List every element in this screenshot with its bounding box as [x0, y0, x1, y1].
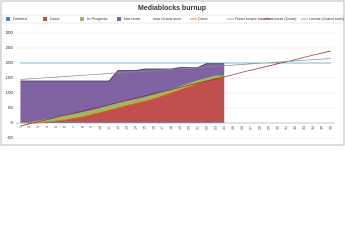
area [20, 77, 225, 123]
y-tick-label: 0 [10, 120, 13, 125]
area [20, 122, 225, 123]
x-tick-label: 31 [284, 126, 288, 130]
y-tick-label: 200 [5, 60, 13, 65]
legend-label: Not done [124, 16, 141, 21]
x-tick-label: 22 [204, 126, 208, 130]
legend-label: Grand sum [161, 16, 181, 21]
y-tick-label: 300 [5, 30, 13, 35]
legend-label: In Progress [87, 16, 107, 21]
x-tick-label: 5 [54, 126, 58, 128]
x-tick-label: 34 [311, 126, 315, 130]
legend-label: Done [50, 16, 60, 21]
x-tick-label: 32 [293, 126, 297, 130]
x-tick-label: 15 [142, 126, 146, 130]
x-tick-label: 9 [89, 126, 93, 128]
legend-label: Linear (Done) [272, 16, 297, 21]
x-tick-label: 16 [151, 126, 155, 130]
line [20, 58, 331, 80]
line [20, 50, 331, 127]
x-tick-label: 17 [160, 126, 164, 130]
legend-swatch [80, 17, 84, 21]
x-tick-label: 6 [63, 126, 67, 128]
x-tick-label: 7 [72, 126, 76, 128]
x-tick-label: 21 [196, 126, 200, 130]
x-tick-label: 13 [125, 126, 129, 130]
x-tick-label: 24 [222, 126, 226, 130]
legend-swatch [117, 17, 121, 21]
area [20, 63, 225, 123]
legend-swatch [6, 17, 10, 21]
x-tick-label: 2 [27, 126, 31, 128]
area [20, 75, 225, 123]
x-tick-label: 18 [169, 126, 173, 130]
legend-label: Fixed scope baseline [235, 16, 273, 21]
x-tick-label: 14 [134, 126, 138, 130]
x-tick-label: 8 [80, 126, 84, 128]
x-tick-label: 23 [213, 126, 217, 130]
legend-label: Deleted [13, 16, 27, 21]
x-tick-label: 20 [187, 126, 191, 130]
x-tick-label: 30 [275, 126, 279, 130]
chart-title: Mediablocks burnup [138, 5, 206, 12]
x-tick-label: 25 [231, 126, 235, 130]
x-tick-label: 3 [36, 126, 40, 128]
legend-box [2, 14, 343, 24]
x-tick-label: 27 [249, 126, 253, 130]
legend-swatch [43, 17, 47, 21]
y-tick-label: 50 [8, 105, 14, 110]
x-tick-label: 28 [258, 126, 262, 130]
y-tick-label: 150 [5, 75, 13, 80]
x-tick-label: 4 [45, 126, 49, 128]
chart: Mediablocks burnup -50 0 50 100 150 200 250 300… [0, 0, 345, 146]
x-tick-label: 36 [328, 126, 332, 130]
y-tick-label: 100 [5, 90, 13, 95]
line [20, 77, 225, 124]
legend-label: Done [198, 16, 208, 21]
y-tick-label: 250 [5, 45, 13, 50]
x-tick-label: 26 [240, 126, 244, 130]
y-tick-label: -50 [6, 135, 13, 140]
x-tick-label: 11 [107, 126, 111, 130]
legend-label: Linear (Grand sum) [309, 16, 344, 21]
x-tick-label: 19 [178, 126, 182, 130]
x-tick-label: 12 [116, 126, 120, 130]
x-tick-label: 35 [320, 126, 324, 130]
line [20, 63, 225, 82]
x-tick-label: 29 [266, 126, 270, 130]
x-tick-label: 10 [98, 126, 102, 130]
x-tick-label: 33 [302, 126, 306, 130]
x-tick-label: 1 [18, 126, 22, 128]
